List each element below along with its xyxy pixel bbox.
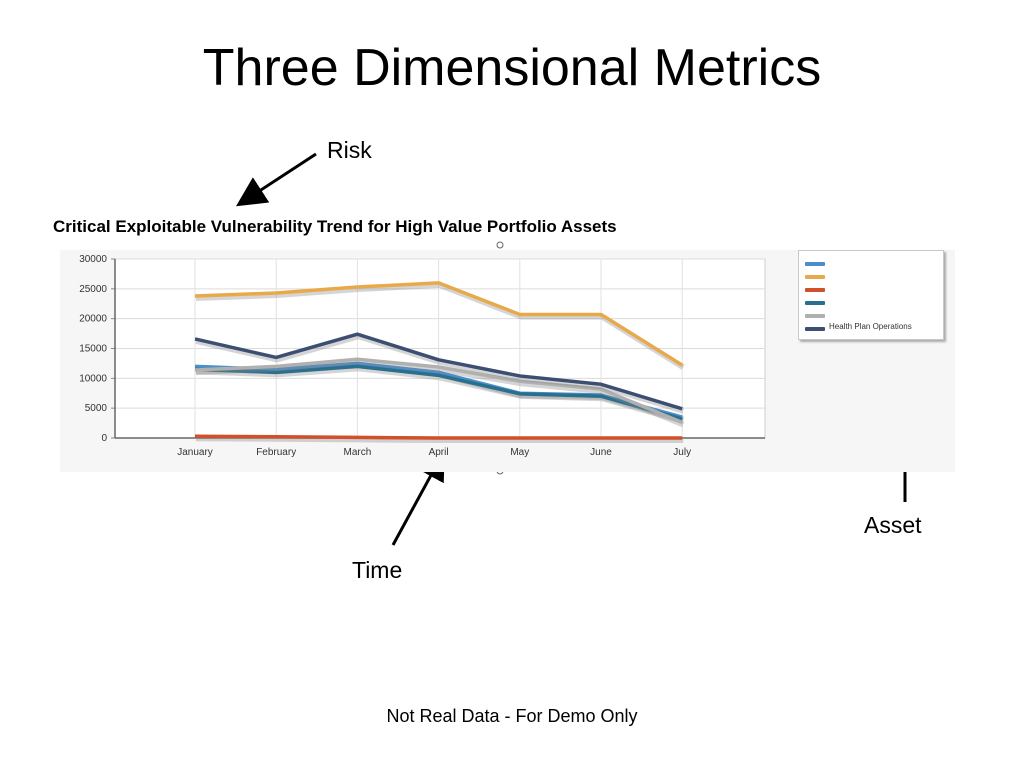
legend-swatch [805, 301, 825, 305]
legend-item [805, 259, 941, 269]
legend-swatch [805, 262, 825, 266]
series-4-line [194, 364, 683, 421]
legend-item [805, 298, 941, 308]
x-tick-label: June [590, 447, 612, 458]
risk-callout: Risk [327, 137, 372, 163]
legend-item: Health Plan Operations [805, 322, 941, 334]
x-tick-label: March [344, 447, 372, 458]
legend-label: Health Plan Operations [829, 322, 912, 331]
legend-swatch [805, 288, 825, 292]
slide-title: Three Dimensional Metrics [202, 39, 822, 97]
footer-note: Not Real Data - For Demo Only [386, 706, 638, 726]
series-5-line [194, 357, 683, 425]
x-tick-label: May [510, 447, 529, 458]
series-3-shadow [195, 435, 684, 443]
x-tick-label: July [673, 447, 691, 458]
y-tick-label: 5000 [85, 403, 108, 414]
asset-callout: Asset [864, 512, 922, 538]
series-2-line [194, 281, 684, 367]
legend-swatch [805, 314, 825, 318]
resize-handle-top[interactable] [496, 241, 504, 249]
y-tick-label: 25000 [79, 284, 107, 295]
x-tick-label: February [256, 447, 296, 458]
series-6-line [194, 332, 683, 411]
y-tick-label: 15000 [79, 344, 107, 355]
legend-item [805, 272, 941, 282]
y-tick-label: 30000 [79, 254, 107, 265]
x-tick-label: January [177, 447, 213, 458]
time-callout: Time [352, 557, 403, 583]
legend-item [805, 285, 941, 295]
legend-swatch [805, 275, 825, 279]
y-tick-label: 10000 [79, 373, 107, 384]
legend-swatch [805, 327, 825, 331]
risk-arrow [235, 152, 317, 207]
x-tick-label: April [429, 447, 449, 458]
chart-title: Critical Exploitable Vulnerability Trend… [53, 217, 617, 236]
legend-item [805, 311, 941, 321]
y-tick-label: 20000 [79, 314, 107, 325]
chart-legend: Health Plan Operations [798, 250, 944, 340]
series-3-line [194, 434, 683, 440]
y-tick-label: 0 [101, 433, 107, 444]
